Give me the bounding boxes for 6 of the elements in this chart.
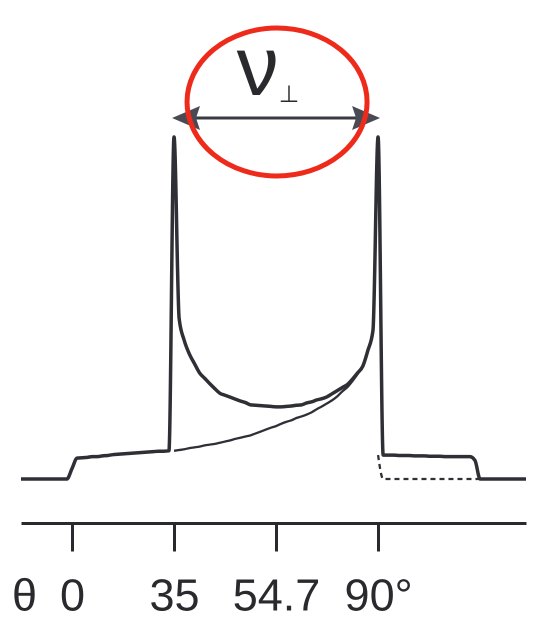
x-tick-label: 54.7 xyxy=(232,570,320,620)
x-tick-label: 35 xyxy=(150,570,200,620)
x-axis-title: θ xyxy=(12,570,38,620)
x-tick-label: 0 xyxy=(60,570,86,620)
x-tick-label: 90° xyxy=(344,570,413,620)
text: ν$_{⊥}$ xyxy=(236,19,300,113)
